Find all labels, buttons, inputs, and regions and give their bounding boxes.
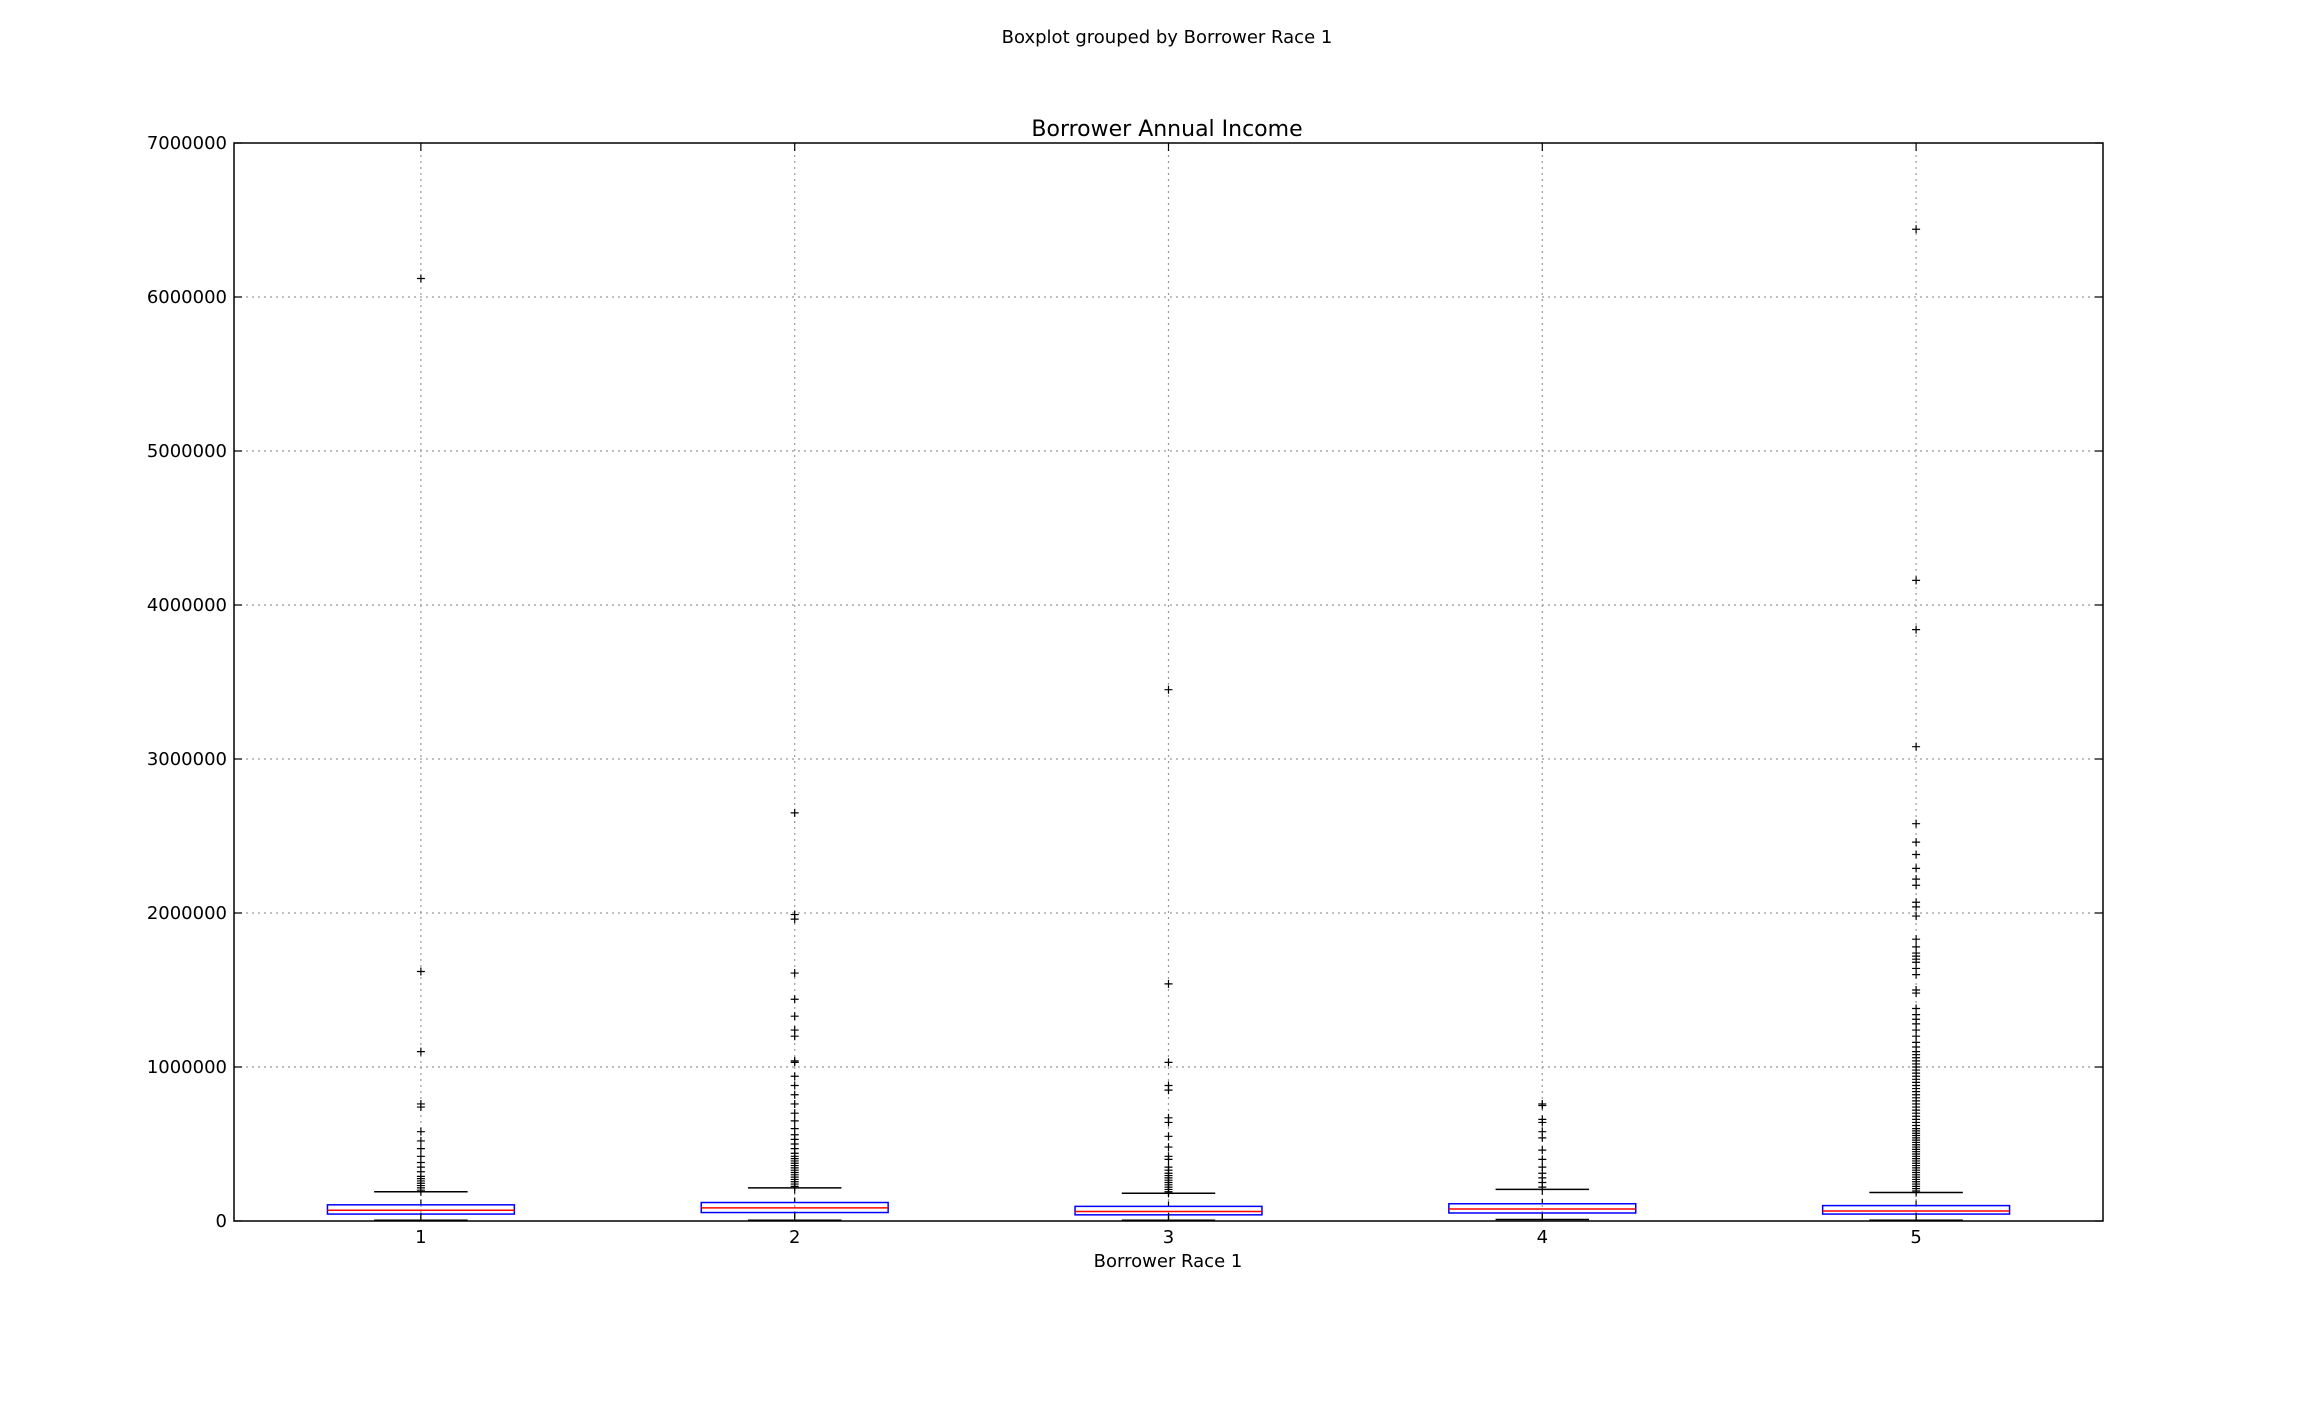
y-tick-label: 7000000 [147, 133, 227, 154]
chart-title: Borrower Annual Income [1031, 117, 1302, 142]
flier-point [416, 1127, 425, 1136]
flier-point [1164, 1113, 1173, 1122]
flier-point [416, 1047, 425, 1056]
y-tick-label: 1000000 [147, 1057, 227, 1078]
flier-point [790, 1090, 799, 1099]
flier-point [416, 1136, 425, 1145]
flier-point [1912, 986, 1921, 994]
flier-point [1538, 1146, 1547, 1155]
flier-point [1164, 1152, 1173, 1161]
flier-point [790, 969, 799, 978]
flier-point [1912, 838, 1921, 847]
x-tick-label: 4 [1537, 1227, 1548, 1248]
flier-point [416, 967, 425, 976]
x-axis-label: Borrower Race 1 [1094, 1251, 1243, 1272]
flier-point [1538, 1163, 1547, 1172]
x-tick-label: 2 [789, 1227, 800, 1248]
flier-point [1912, 225, 1921, 234]
flier-point [416, 1099, 425, 1108]
flier-point [790, 1072, 799, 1081]
box-group [326, 225, 2011, 1221]
flier-point [1164, 1132, 1173, 1141]
flier-point [1912, 912, 1921, 921]
flier-point [790, 1012, 799, 1021]
x-tick-label: 5 [1910, 1227, 1921, 1248]
box-category-4 [1448, 1099, 1637, 1221]
flier-point [1912, 875, 1921, 884]
x-tick-label: 3 [1163, 1227, 1174, 1248]
y-tick-label: 3000000 [147, 749, 227, 770]
flier-point [416, 1152, 425, 1161]
flier-point [1912, 576, 1921, 585]
flier-point [1164, 1081, 1173, 1090]
flier-point [1912, 625, 1921, 634]
flier-point [1912, 850, 1921, 859]
flier-point [416, 274, 425, 283]
flier-point [1912, 864, 1921, 873]
flier-point [790, 1026, 799, 1035]
flier-point [1912, 898, 1921, 907]
y-tick-label: 6000000 [147, 287, 227, 308]
y-tick-label: 0 [216, 1211, 227, 1232]
box-category-3 [1074, 685, 1263, 1221]
flier-point [1164, 1163, 1173, 1172]
flier-point [790, 1124, 799, 1133]
flier-point [1538, 1099, 1547, 1108]
flier-point [1912, 1004, 1921, 1013]
flier-point [790, 910, 799, 919]
flier-point [1912, 935, 1921, 944]
x-tick-label: 1 [415, 1227, 426, 1248]
flier-point [416, 1144, 425, 1153]
figure-suptitle: Boxplot grouped by Borrower Race 1 [1002, 27, 1333, 48]
flier-point [1538, 1127, 1547, 1136]
y-tick-label: 5000000 [147, 441, 227, 462]
flier-point [1912, 742, 1921, 751]
box-category-1 [326, 274, 516, 1221]
flier-point [790, 1081, 799, 1090]
box-category-5 [1821, 225, 2011, 1221]
flier-point [1538, 1155, 1547, 1164]
flier-point [790, 1099, 799, 1108]
flier-point [1164, 979, 1173, 988]
flier-point [1164, 1058, 1173, 1067]
flier-point [1164, 685, 1173, 694]
flier-point [790, 1109, 799, 1118]
flier-point [790, 1056, 799, 1065]
flier-point [1912, 942, 1921, 951]
flier-point [790, 995, 799, 1004]
flier-point [790, 808, 799, 817]
flier-point [790, 1116, 799, 1125]
flier-point [1912, 819, 1921, 828]
y-tick-label: 2000000 [147, 903, 227, 924]
axis-ticks: 0 1000000 2000000 3000000 4000000 5000000 6000… [147, 133, 2103, 1248]
flier-point [1538, 1115, 1547, 1124]
flier-point [1164, 1143, 1173, 1152]
y-tick-label: 4000000 [147, 595, 227, 616]
